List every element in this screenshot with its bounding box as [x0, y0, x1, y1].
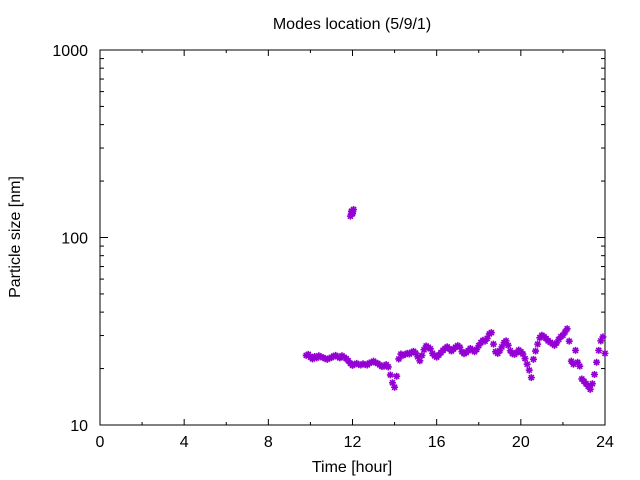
data-point	[563, 325, 571, 333]
data-point	[576, 362, 584, 370]
data-point	[565, 337, 573, 345]
data-point	[502, 337, 510, 345]
data-point	[506, 347, 514, 355]
x-tick-label: 0	[96, 434, 105, 451]
data-point	[456, 343, 464, 351]
data-point	[519, 350, 527, 358]
data-point	[593, 358, 601, 366]
data-point	[475, 342, 483, 350]
data-point	[588, 380, 596, 388]
x-tick-label: 20	[512, 434, 530, 451]
y-tick-label: 100	[61, 231, 88, 248]
data-point	[348, 208, 356, 216]
data-point	[414, 353, 422, 361]
data-point	[395, 355, 403, 363]
x-axis-label: Time [hour]	[312, 459, 392, 476]
data-point	[391, 383, 399, 391]
y-tick-label: 1000	[52, 43, 88, 60]
chart-title: Modes location (5/9/1)	[273, 16, 431, 33]
x-tick-label: 4	[180, 434, 189, 451]
data-point	[595, 346, 603, 354]
data-point	[569, 360, 577, 368]
y-axis-label: Particle size [nm]	[7, 176, 24, 298]
data-point	[599, 333, 607, 341]
x-tick-label: 12	[344, 434, 362, 451]
data-point	[498, 343, 506, 351]
data-point	[523, 360, 531, 368]
x-axis-tick-labels: 0 4 8 12 16 20 24	[96, 434, 614, 451]
axis-ticks	[99, 49, 606, 426]
data-point	[386, 371, 394, 379]
data-point	[586, 385, 594, 393]
data-point	[489, 340, 497, 348]
data-point	[504, 341, 512, 349]
data-point	[584, 382, 592, 390]
data-point	[521, 355, 529, 363]
data-point	[483, 334, 491, 342]
data-point	[412, 349, 420, 357]
data-point	[597, 337, 605, 345]
data-point	[388, 379, 396, 387]
data-point	[534, 340, 542, 348]
data-point	[418, 351, 426, 359]
data-point	[553, 339, 561, 347]
data-point	[574, 358, 582, 366]
data-point	[473, 345, 481, 353]
data-point	[487, 329, 495, 337]
x-tick-label: 16	[428, 434, 446, 451]
data-point	[561, 328, 569, 336]
data-point	[532, 347, 540, 355]
data-point	[350, 206, 358, 214]
data-point	[601, 349, 609, 357]
data-point	[525, 366, 533, 374]
data-point	[416, 357, 424, 365]
data-series	[302, 206, 609, 393]
data-point	[393, 372, 401, 380]
data-point	[496, 347, 504, 355]
y-axis-tick-labels: 10 100 1000	[52, 43, 88, 435]
y-tick-label: 10	[70, 418, 88, 435]
data-point	[529, 355, 537, 363]
data-point	[590, 370, 598, 378]
data-point	[559, 331, 567, 339]
data-point	[384, 363, 392, 371]
data-point	[527, 374, 535, 382]
data-point	[567, 357, 575, 365]
data-point	[572, 346, 580, 354]
data-point	[420, 346, 428, 354]
x-tick-label: 8	[264, 434, 273, 451]
x-tick-label: 24	[596, 434, 614, 451]
data-point	[426, 345, 434, 353]
data-point	[479, 336, 487, 344]
